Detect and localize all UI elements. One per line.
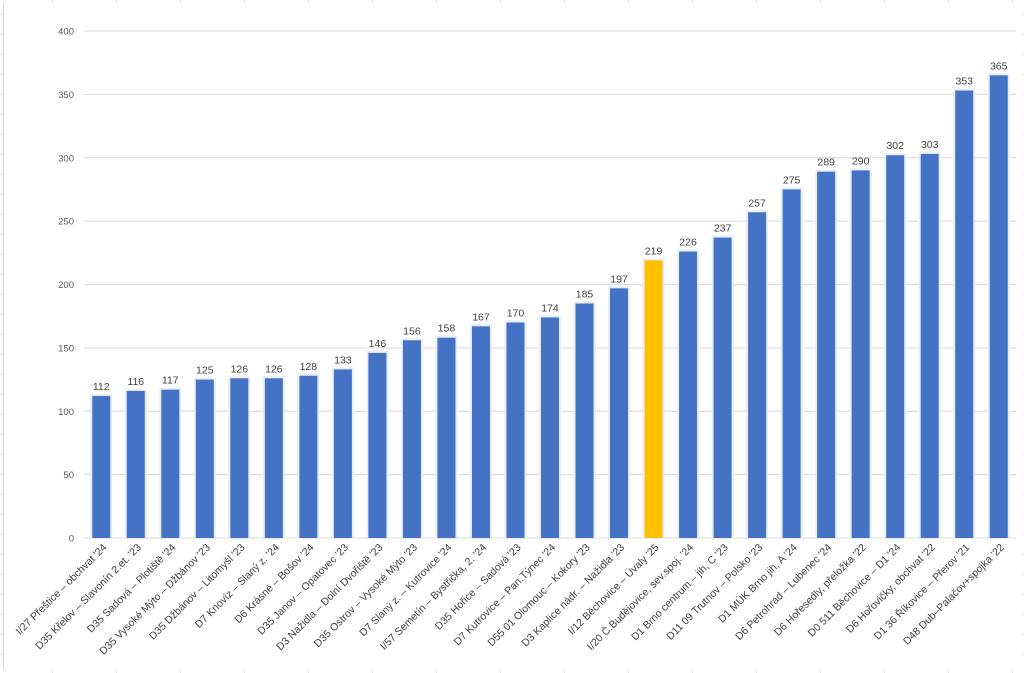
- data-label: 117: [162, 375, 179, 387]
- bar: [230, 378, 249, 538]
- data-label: 126: [231, 363, 249, 375]
- bar: [955, 90, 974, 538]
- bar: [402, 340, 421, 538]
- y-tick-label: 100: [58, 407, 74, 418]
- data-label: 146: [369, 338, 387, 350]
- bar: [161, 389, 180, 538]
- bar: [886, 155, 905, 538]
- data-label: 156: [403, 325, 421, 337]
- bar: [989, 75, 1008, 539]
- data-label: 226: [679, 237, 697, 249]
- data-label: 353: [955, 76, 973, 88]
- data-label: 158: [438, 323, 456, 335]
- data-label: 275: [783, 174, 801, 186]
- bar: [748, 212, 767, 538]
- bar: [471, 326, 490, 538]
- data-label: 197: [610, 273, 628, 285]
- data-label: 167: [472, 311, 490, 323]
- bar: [264, 378, 283, 538]
- data-label: 237: [714, 223, 732, 235]
- y-tick-label: 400: [58, 27, 74, 38]
- bar: [713, 237, 732, 539]
- data-label: 116: [127, 376, 144, 388]
- bar: [575, 303, 594, 538]
- data-label: 185: [576, 289, 594, 301]
- bars: [90, 73, 1010, 539]
- bar: [817, 171, 836, 538]
- bar: [679, 251, 698, 539]
- data-label: 112: [93, 381, 110, 393]
- bar: [92, 396, 111, 538]
- data-label: 302: [886, 140, 904, 152]
- data-labels: 112 116 117 125 126 126 128 133 146 156 158 167 170 1…: [93, 60, 1008, 393]
- data-label: 257: [748, 197, 766, 209]
- y-tick-label: 350: [58, 90, 74, 101]
- data-label: 303: [921, 139, 939, 151]
- data-label: 290: [852, 155, 870, 167]
- data-label: 289: [817, 157, 835, 169]
- bar: [299, 375, 318, 538]
- y-tick-label: 0: [69, 534, 74, 545]
- data-label: 133: [334, 354, 352, 366]
- bar: [610, 288, 629, 538]
- bar: [851, 170, 870, 539]
- bar: [506, 322, 525, 538]
- bar-chart: 0 50 100 150 200 250 300 350 400 112 116 117 125 126…: [14, 27, 1016, 658]
- bar: [920, 153, 939, 538]
- bar: [782, 189, 801, 538]
- data-label: 174: [541, 302, 559, 314]
- chart-area[interactable]: 0 50 100 150 200 250 300 350 400 112 116 117 125 126…: [3, 3, 1022, 670]
- y-tick-label: 250: [58, 217, 74, 228]
- data-label: 219: [645, 245, 663, 257]
- y-tick-label: 300: [58, 153, 74, 164]
- bar: [541, 317, 559, 538]
- data-label: 126: [265, 363, 283, 375]
- data-label: 128: [300, 361, 318, 373]
- bar: [368, 352, 387, 538]
- y-tick-label: 50: [63, 470, 74, 481]
- y-tick-label: 200: [58, 280, 74, 291]
- y-tick-label: 150: [58, 343, 74, 354]
- bar: [437, 337, 456, 538]
- data-label: 125: [196, 365, 214, 377]
- y-axis: 0 50 100 150 200 250 300 350 400: [58, 27, 74, 545]
- bar: [126, 390, 145, 538]
- data-label: 170: [507, 308, 525, 320]
- bar: [333, 369, 352, 538]
- data-label: 365: [990, 60, 1008, 72]
- bar: [195, 379, 214, 538]
- bar: [644, 260, 663, 538]
